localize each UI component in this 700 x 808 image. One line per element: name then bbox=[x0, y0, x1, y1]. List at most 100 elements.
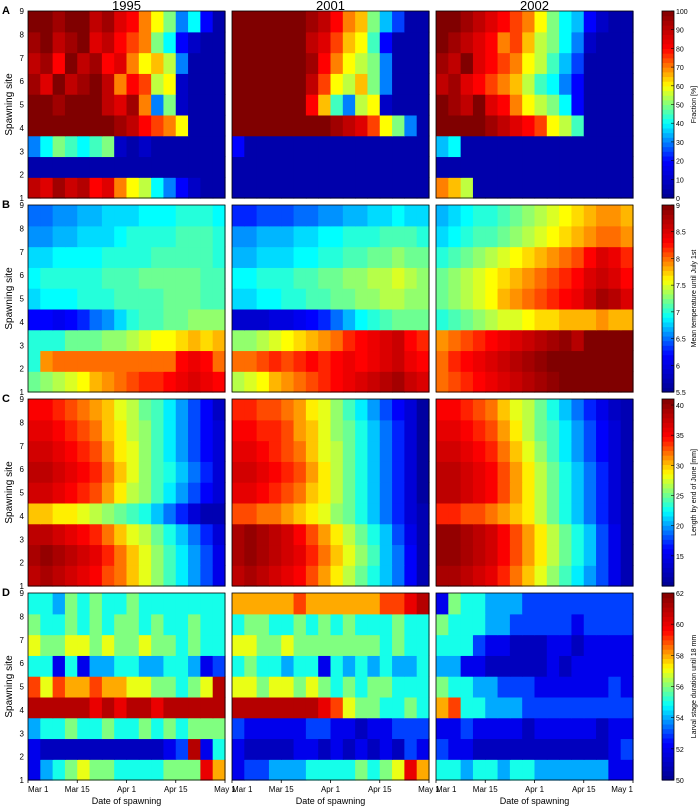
heatmap-cell bbox=[620, 461, 634, 483]
heatmap-cell bbox=[175, 696, 189, 719]
heatmap-cell bbox=[126, 288, 140, 310]
heatmap-cell bbox=[126, 205, 140, 227]
colorbar-swatch bbox=[662, 742, 674, 748]
heatmap-cell bbox=[89, 177, 103, 199]
heatmap-cell bbox=[126, 399, 140, 421]
heatmap-cell bbox=[330, 73, 344, 95]
heatmap-cell bbox=[318, 246, 332, 268]
heatmap-cell bbox=[138, 94, 152, 116]
heatmap-cell bbox=[163, 225, 177, 248]
heatmap-cell bbox=[138, 523, 152, 546]
heatmap-cell bbox=[281, 114, 295, 137]
colorbar-swatch bbox=[662, 581, 674, 587]
heatmap-cell bbox=[281, 759, 295, 781]
heatmap-cell bbox=[448, 73, 462, 95]
heatmap-cell bbox=[436, 350, 449, 372]
heatmap-cell bbox=[509, 52, 523, 74]
heatmap-cell bbox=[546, 717, 560, 740]
heatmap-cell bbox=[330, 225, 344, 248]
heatmap-cell bbox=[448, 114, 462, 137]
heatmap-cell bbox=[268, 114, 282, 137]
heatmap-cell bbox=[188, 565, 201, 587]
heatmap-cell bbox=[436, 717, 449, 740]
heatmap-cell bbox=[330, 350, 344, 372]
heatmap-cell bbox=[460, 738, 474, 760]
heatmap-cell bbox=[40, 544, 54, 566]
heatmap-cell bbox=[163, 523, 177, 546]
heatmap-cell bbox=[175, 565, 189, 587]
heatmap-cell bbox=[460, 225, 474, 248]
heatmap-cell bbox=[188, 655, 201, 677]
heatmap-cell bbox=[485, 308, 499, 331]
heatmap-cell bbox=[175, 350, 189, 372]
colorbar-swatch bbox=[662, 368, 674, 374]
heatmap-cell bbox=[620, 565, 634, 587]
heatmap-cell bbox=[608, 717, 622, 740]
heatmap-cell bbox=[583, 440, 597, 462]
heatmap-cell bbox=[256, 156, 270, 178]
heatmap-cell bbox=[355, 593, 369, 615]
heatmap-cell bbox=[175, 655, 189, 677]
heatmap-cell bbox=[367, 502, 381, 525]
heatmap-cell bbox=[212, 461, 226, 483]
heatmap-cell bbox=[367, 371, 381, 393]
heatmap-cell bbox=[232, 246, 245, 268]
heatmap-cell bbox=[620, 94, 634, 116]
heatmap-cell bbox=[163, 717, 177, 740]
heatmap-cell bbox=[52, 73, 66, 95]
heatmap-cell bbox=[89, 288, 103, 310]
heatmap-frame bbox=[435, 204, 634, 393]
heatmap-cell bbox=[89, 135, 103, 158]
heatmap-cell bbox=[330, 308, 344, 331]
heatmap-cell bbox=[212, 156, 226, 178]
heatmap-cell bbox=[200, 440, 214, 462]
colorbar-swatch bbox=[662, 557, 674, 564]
heatmap-cell bbox=[608, 482, 622, 504]
heatmap-cell bbox=[281, 371, 295, 393]
heatmap-cell bbox=[52, 94, 66, 116]
heatmap-cell bbox=[244, 655, 258, 677]
y-tick-label: 9 bbox=[20, 201, 25, 210]
heatmap-cell bbox=[52, 696, 66, 719]
heatmap-cell bbox=[268, 225, 282, 248]
heatmap-cell bbox=[404, 371, 418, 393]
heatmap-cell bbox=[608, 114, 622, 137]
x-tick-label: Mar 15 bbox=[269, 785, 294, 794]
heatmap-cell bbox=[404, 205, 418, 227]
heatmap-cell bbox=[330, 135, 344, 158]
heatmap-cell bbox=[497, 177, 511, 199]
heatmap-cell bbox=[571, 502, 585, 525]
heatmap-cell bbox=[485, 371, 499, 393]
heatmap-cell bbox=[151, 738, 165, 760]
heatmap-cell bbox=[188, 225, 201, 248]
heatmap-cell bbox=[509, 593, 523, 615]
heatmap-cell bbox=[436, 205, 449, 227]
y-tick-label: 2 bbox=[20, 559, 25, 568]
heatmap-cell bbox=[509, 288, 523, 310]
heatmap-cell bbox=[355, 52, 369, 74]
colorbar-tick-label: 7.5 bbox=[676, 283, 686, 290]
heatmap-cell bbox=[596, 502, 609, 525]
colorbar-tick-label: 8 bbox=[676, 256, 680, 263]
y-tick-label: 5 bbox=[20, 489, 25, 498]
heatmap-cell bbox=[416, 135, 430, 158]
heatmap-cell bbox=[77, 135, 91, 158]
colorbar-swatch bbox=[662, 99, 674, 106]
heatmap-cell bbox=[416, 717, 430, 740]
heatmap-cell bbox=[281, 461, 295, 483]
heatmap-cell bbox=[379, 52, 393, 74]
heatmap-cell bbox=[52, 440, 66, 462]
heatmap-cell bbox=[416, 350, 430, 372]
heatmap-cell bbox=[40, 655, 54, 677]
heatmap-cell bbox=[522, 593, 536, 615]
heatmap-cell bbox=[293, 350, 307, 372]
heatmap-cell bbox=[114, 308, 128, 331]
heatmap-cell bbox=[330, 502, 344, 525]
heatmap-cell bbox=[559, 523, 573, 546]
heatmap-cell bbox=[559, 246, 573, 268]
heatmap-cell bbox=[77, 482, 91, 504]
heatmap-cell bbox=[232, 759, 245, 781]
x-tick-label: Apr 15 bbox=[368, 785, 392, 794]
heatmap-cell bbox=[355, 329, 369, 352]
heatmap-cell bbox=[52, 114, 66, 137]
